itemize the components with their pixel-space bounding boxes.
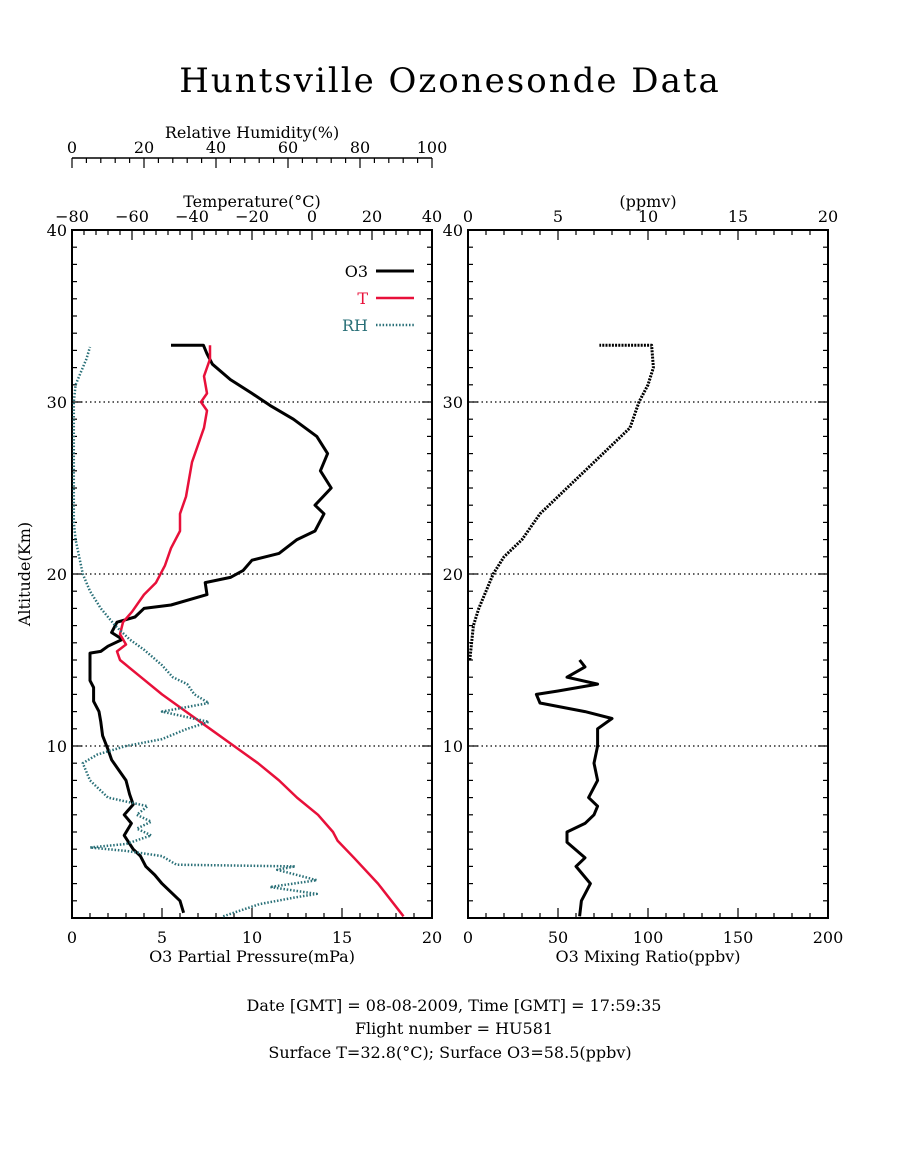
series-line-t [115,345,405,918]
left-bottom-tick-label: 5 [157,928,167,947]
temperature-axis-label: Temperature(°C) [183,192,321,211]
legend-label-rh: RH [342,316,368,335]
right-top-tick-label: 5 [553,207,563,226]
rh-tick-label: 60 [278,138,298,157]
rh-axis-label: Relative Humidity(%) [165,123,339,142]
temperature-tick-label: −80 [55,207,89,226]
series-line-o3-ppbv [534,659,614,917]
right-ytick-label: 40 [443,221,463,240]
rh-tick-label: 80 [350,138,370,157]
footer-date-time: Date [GMT] = 08-08-2009, Time [GMT] = 17… [247,996,662,1015]
left-ytick-label: 40 [47,221,67,240]
right-top-tick-label: 20 [818,207,838,226]
footer-flight-number: Flight number = HU581 [355,1019,553,1038]
right-bottom-tick-label: 200 [813,928,844,947]
left-ytick-label: 20 [47,565,67,584]
right-bottom-tick-label: 150 [723,928,754,947]
temperature-tick-label: 0 [307,207,317,226]
temperature-tick-label: 20 [362,207,382,226]
right-bottom-axis-label: O3 Mixing Ratio(ppbv) [555,947,740,966]
right-bottom-tick-label: 50 [548,928,568,947]
rh-tick-label: 100 [417,138,448,157]
left-bottom-tick-label: 20 [422,928,442,947]
rh-tick-label: 20 [134,138,154,157]
series-line-o3 [88,343,333,914]
legend-label-t: T [357,289,368,308]
right-ytick-label: 10 [443,737,463,756]
right-top-tick-label: 10 [638,207,658,226]
left-bottom-tick-label: 15 [332,928,352,947]
temperature-tick-label: 40 [422,207,442,226]
right-ytick-label: 30 [443,393,463,412]
right-top-tick-label: 0 [463,207,473,226]
chart-title: Huntsville Ozonesonde Data [179,61,721,101]
left-bottom-tick-label: 10 [242,928,262,947]
temperature-tick-label: −60 [115,207,149,226]
right-bottom-tick-label: 100 [633,928,664,947]
temperature-tick-label: −20 [235,207,269,226]
series-line-rh [72,346,319,918]
right-ytick-label: 20 [443,565,463,584]
left-bottom-axis-label: O3 Partial Pressure(mPa) [149,947,355,966]
right-bottom-tick-label: 0 [463,928,473,947]
y-axis-label: Altitude(Km) [15,522,34,627]
footer-surface-values: Surface T=32.8(°C); Surface O3=58.5(ppbv… [268,1043,631,1062]
rh-tick-label: 0 [67,138,77,157]
legend-label-o3: O3 [345,262,368,281]
left-ytick-label: 30 [47,393,67,412]
right-top-axis-label: (ppmv) [619,192,676,211]
series-line-o3-ppmv [468,343,655,661]
temperature-tick-label: −40 [175,207,209,226]
rh-tick-label: 40 [206,138,226,157]
right-top-tick-label: 15 [728,207,748,226]
left-panel: 10 20 30 40 0 5 10 15 20 −80 −60 −40 −20 0 20 40 0 20 40 60… [15,123,447,966]
left-ytick-label: 10 [47,737,67,756]
left-bottom-tick-label: 0 [67,928,77,947]
